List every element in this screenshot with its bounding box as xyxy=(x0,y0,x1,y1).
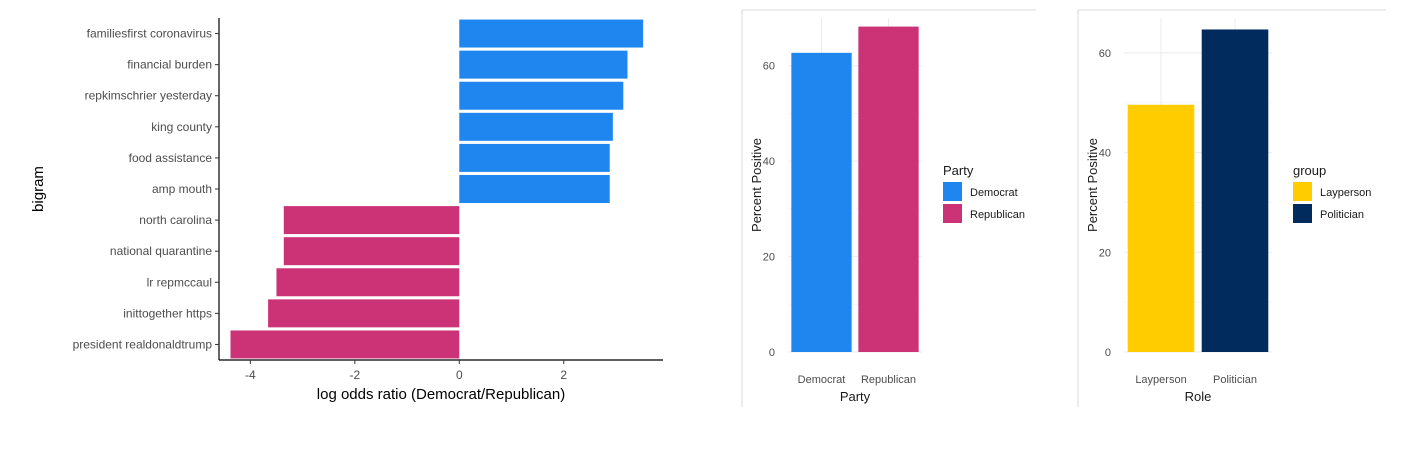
legend-label: Layperson xyxy=(1320,187,1371,199)
x-tick-label: 0 xyxy=(456,368,463,382)
y-tick-label: 60 xyxy=(1099,48,1111,60)
y-tick-label: financial burden xyxy=(127,58,212,72)
x-axis-title: Party xyxy=(840,389,871,404)
bar-7 xyxy=(283,237,460,266)
x-tick-label: Politician xyxy=(1213,374,1257,386)
party-percent-positive-chart: 0 20 40 60 Democrat Republican Party Percent Po… xyxy=(741,9,1036,407)
y-tick-label: 60 xyxy=(763,61,775,73)
bar-1 xyxy=(459,50,628,79)
y-tick-label: 40 xyxy=(1099,148,1111,160)
y-tick-label: 40 xyxy=(763,156,775,168)
y-axis-title: Percent Positive xyxy=(749,138,764,232)
y-tick-label: national quarantine xyxy=(110,244,212,258)
y-tick-label: familiesfirst coronavirus xyxy=(87,27,212,41)
y-tick-label: repkimschrier yesterday xyxy=(85,89,212,103)
bar-democrat xyxy=(791,52,852,353)
x-tick-label: -2 xyxy=(349,368,360,382)
y-tick-label: amp mouth xyxy=(152,182,212,196)
bar-9 xyxy=(268,299,460,328)
bar-4 xyxy=(459,143,610,172)
legend-title: group xyxy=(1293,163,1326,178)
x-axis-title: Role xyxy=(1185,389,1212,404)
x-tick-label: Layperson xyxy=(1135,374,1186,386)
x-axis-title: log odds ratio (Democrat/Republican) xyxy=(317,386,565,403)
y-tick-label: inittogether https xyxy=(123,306,212,320)
bar-5 xyxy=(459,175,610,203)
y-tick-label: 0 xyxy=(1105,347,1111,359)
bar-0 xyxy=(459,19,644,48)
bar-3 xyxy=(459,112,613,141)
legend-key-republican xyxy=(943,204,962,223)
y-tick-label: 20 xyxy=(1099,247,1111,259)
bar-republican xyxy=(858,26,919,353)
y-tick-label: president realdonaldtrump xyxy=(73,337,213,351)
legend-label: Republican xyxy=(970,209,1025,221)
x-tick-label: Republican xyxy=(861,374,916,386)
legend-key-democrat xyxy=(943,182,962,201)
bigram-log-odds-chart: familiesfirst coronavirus financial burde… xyxy=(30,18,663,403)
bar-6 xyxy=(283,206,460,235)
y-axis-title: Percent Positive xyxy=(1085,138,1100,232)
bar-politician xyxy=(1201,29,1269,353)
x-tick-label: -4 xyxy=(245,368,256,382)
legend-title: Party xyxy=(943,163,974,178)
x-tick-label: Democrat xyxy=(798,374,846,386)
bar-layperson xyxy=(1127,104,1195,352)
bar-10 xyxy=(230,330,460,359)
legend-label: Politician xyxy=(1320,209,1364,221)
legend-label: Democrat xyxy=(970,187,1018,199)
y-axis-title: bigram xyxy=(30,166,47,212)
y-tick-label: north carolina xyxy=(139,213,212,227)
bar-2 xyxy=(459,81,624,110)
y-tick-label: food assistance xyxy=(129,151,213,165)
legend-key-layperson xyxy=(1293,182,1312,201)
legend-key-politician xyxy=(1293,204,1312,223)
y-tick-label: king county xyxy=(151,120,212,134)
y-tick-label: 0 xyxy=(769,347,775,359)
y-tick-label: 20 xyxy=(763,252,775,264)
x-tick-label: 2 xyxy=(560,368,567,382)
bar-8 xyxy=(276,268,460,297)
y-tick-label: lr repmccaul xyxy=(147,275,212,289)
